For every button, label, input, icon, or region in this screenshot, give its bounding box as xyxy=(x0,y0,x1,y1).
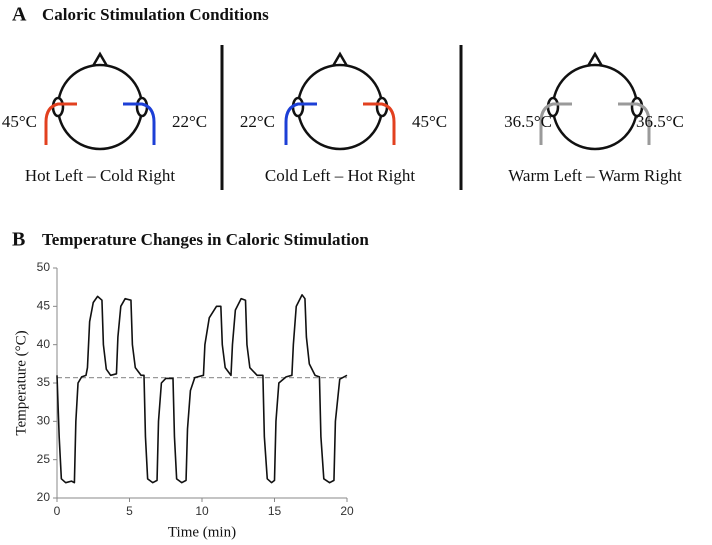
condition-label: Warm Left – Warm Right xyxy=(508,166,682,185)
temperature-line xyxy=(56,294,348,484)
y-tick-label: 45 xyxy=(37,299,51,313)
temperature-label: 45°C xyxy=(2,112,37,131)
condition-label: Cold Left – Hot Right xyxy=(265,166,415,185)
left-tube xyxy=(44,102,77,145)
x-axis-label: Time (min) xyxy=(168,524,236,540)
ear xyxy=(51,96,65,118)
y-tick-label: 40 xyxy=(37,337,51,351)
right-tube xyxy=(618,102,651,145)
ear xyxy=(135,96,149,118)
temperature-label: 36.5°C xyxy=(504,112,552,131)
panel-letter: A xyxy=(12,4,27,26)
left-tube xyxy=(284,102,317,145)
y-tick-label: 35 xyxy=(37,375,51,389)
temperature-label: 45°C xyxy=(412,112,447,131)
nose xyxy=(91,51,109,67)
x-tick-label: 10 xyxy=(195,504,209,518)
y-tick-label: 20 xyxy=(37,490,51,504)
y-tick-label: 50 xyxy=(37,260,51,274)
nose xyxy=(586,51,604,67)
right-tube xyxy=(123,102,156,145)
temperature-label: 22°C xyxy=(172,112,207,131)
head xyxy=(296,63,384,151)
x-tick-label: 15 xyxy=(268,504,282,518)
chart-title: Temperature Changes in Caloric Stimulati… xyxy=(42,230,369,249)
temperature-label: 36.5°C xyxy=(636,112,684,131)
nose xyxy=(331,51,349,67)
x-tick-label: 5 xyxy=(126,504,133,518)
y-tick-label: 30 xyxy=(37,414,51,428)
left-tube xyxy=(539,102,572,145)
right-tube xyxy=(363,102,396,145)
x-tick-label: 0 xyxy=(54,504,61,518)
y-axis-label: Temperature (°C) xyxy=(13,330,29,435)
temperature-label: 22°C xyxy=(240,112,275,131)
ear xyxy=(291,96,305,118)
head xyxy=(551,63,639,151)
head xyxy=(56,63,144,151)
ear xyxy=(375,96,389,118)
panel-letter: B xyxy=(12,229,25,251)
panel-title: Caloric Stimulation Conditions xyxy=(42,5,269,24)
y-tick-label: 25 xyxy=(37,452,51,466)
condition-label: Hot Left – Cold Right xyxy=(25,166,175,185)
x-tick-label: 20 xyxy=(340,504,354,518)
